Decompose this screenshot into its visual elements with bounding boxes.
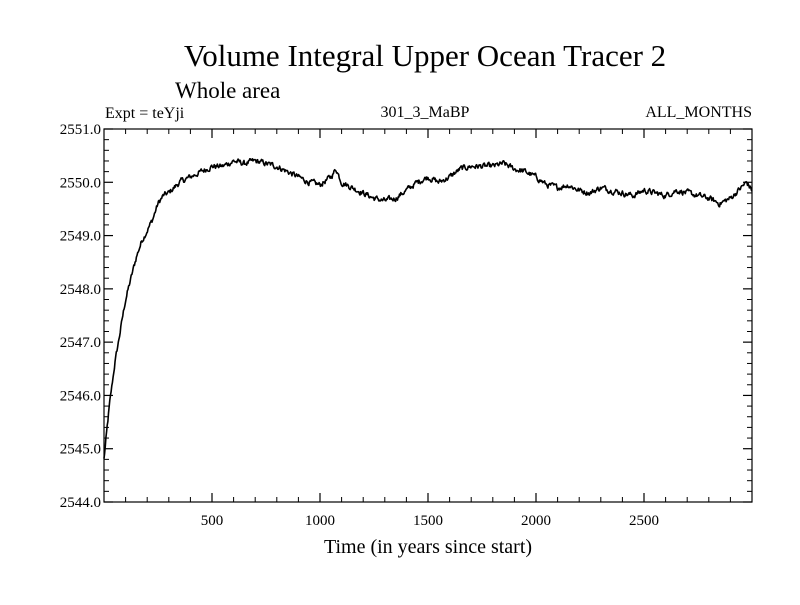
x-tick-label: 2500 (629, 513, 659, 529)
plot-frame (103, 128, 753, 503)
x-tick-label: 500 (201, 513, 224, 529)
x-axis-label: Time (in years since start) (324, 536, 532, 558)
y-axis: 2544.0 2545.0 2546.0 2547.0 2548.0 2549.0 2550… (60, 122, 752, 511)
y-tick-label: 2547.0 (60, 335, 101, 351)
y-tick-label: 2550.0 (60, 175, 101, 191)
y-tick-label: 2545.0 (60, 442, 101, 458)
expt-label: Expt = teYji (105, 105, 185, 122)
y-tick-label: 2549.0 (60, 229, 101, 245)
y-tick-label: 2544.0 (60, 495, 101, 511)
run-label: 301_3_MaBP (381, 104, 470, 121)
x-tick-label: 1000 (305, 513, 335, 529)
y-tick-label: 2551.0 (60, 122, 101, 138)
x-tick-label: 1500 (413, 513, 443, 529)
chart-subtitle: Whole area (175, 78, 280, 103)
y-tick-label: 2548.0 (60, 282, 101, 298)
data-line (103, 158, 753, 459)
period-label: ALL_MONTHS (645, 104, 752, 121)
x-axis: 500 1000 1500 2000 2500 (125, 129, 731, 529)
chart-title: Volume Integral Upper Ocean Tracer 2 (184, 38, 666, 73)
y-tick-label: 2546.0 (60, 388, 101, 404)
x-tick-label: 2000 (521, 513, 551, 529)
